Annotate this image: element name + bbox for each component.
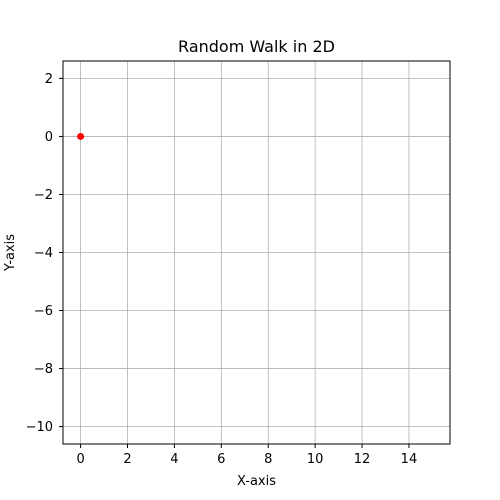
data-point [77,132,85,140]
y-tick-label: 2 [45,72,53,87]
y-tick-label: −6 [34,304,53,319]
plot-frame [62,60,451,445]
y-tick-label: −4 [34,246,53,261]
x-axis-label: X-axis [237,474,276,489]
y-tick-label: −10 [26,420,53,435]
x-tick-label: 2 [123,452,131,467]
ticks: 0 2 4 6 8 10 12 14 2 0 −2 −4 −6 −8 −10 [26,72,418,467]
chart-title: Random Walk in 2D [178,37,335,56]
x-tick-label: 10 [307,452,324,467]
y-axis-label: Y-axis [3,234,18,272]
x-tick-label: 12 [354,452,371,467]
x-tick-label: 6 [217,452,225,467]
data-points [77,132,85,140]
x-tick-label: 8 [264,452,272,467]
grid [63,61,450,444]
y-tick-label: −8 [34,362,53,377]
x-tick-label: 4 [170,452,178,467]
y-tick-label: −2 [34,188,53,203]
x-tick-label: 0 [76,452,84,467]
x-tick-label: 14 [401,452,418,467]
y-tick-label: 0 [45,130,53,145]
